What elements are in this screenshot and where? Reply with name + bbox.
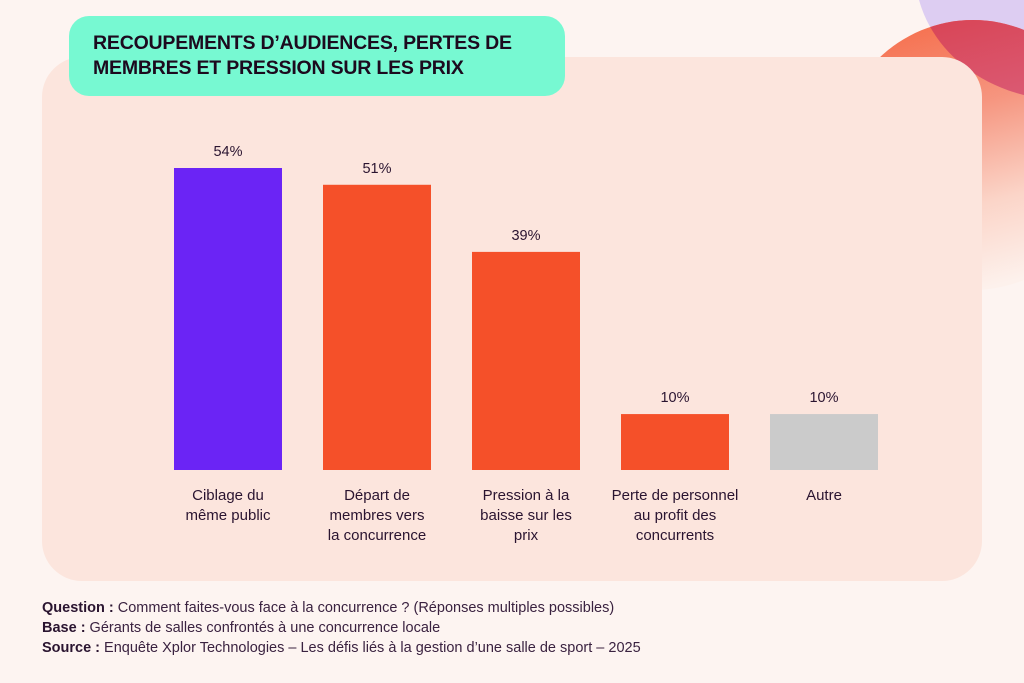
source-label: Source : [42, 640, 101, 656]
title-badge: RECOUPEMENTS D’AUDIENCES, PERTES DE MEMB… [69, 16, 565, 96]
footer-base: Base : Gérants de salles confrontés à un… [42, 618, 641, 638]
category-label-line: baisse sur les [480, 507, 572, 524]
value-label-4: 10% [660, 390, 689, 406]
category-label-line: Départ de [344, 487, 410, 504]
base-label: Base : [42, 620, 86, 636]
category-label-2: Départ de membres vers la concurrence [328, 487, 426, 544]
category-label-line: prix [514, 527, 539, 544]
bar-5 [770, 414, 878, 470]
category-label-line: membres vers [329, 507, 424, 524]
bar-2 [323, 184, 431, 470]
value-label-3: 39% [511, 228, 540, 244]
category-labels-group: Ciblage du même public Départ de membres ve… [185, 487, 841, 544]
base-text: Gérants de salles confrontés à une concu… [85, 620, 441, 636]
chart-title: RECOUPEMENTS D’AUDIENCES, PERTES DE MEMB… [93, 32, 512, 79]
bar-4 [621, 414, 729, 470]
category-label-5: Autre [806, 487, 842, 504]
bar-1 [174, 168, 282, 470]
value-label-1: 54% [213, 144, 242, 160]
category-label-line: Pression à la [483, 487, 570, 504]
source-text: Enquête Xplor Technologies – Les défis l… [100, 640, 641, 656]
category-label-line: Ciblage du [192, 487, 264, 504]
category-label-line: la concurrence [328, 527, 426, 544]
footer-question: Question : Comment faites-vous face à la… [42, 598, 641, 618]
category-label-line: même public [185, 507, 271, 524]
category-label-line: Perte de personnel [612, 487, 739, 504]
value-label-2: 51% [362, 161, 391, 177]
category-label-4: Perte de personnel au profit des concurren… [612, 487, 739, 544]
value-label-5: 10% [809, 390, 838, 406]
value-labels-group: 54% 51% 39% 10% 10% [213, 144, 838, 406]
category-label-3: Pression à la baisse sur les prix [480, 487, 572, 544]
bar-3 [472, 251, 580, 470]
category-label-1: Ciblage du même public [185, 487, 271, 524]
category-label-line: au profit des [634, 507, 717, 524]
category-label-line: Autre [806, 487, 842, 504]
chart-footer: Question : Comment faites-vous face à la… [42, 598, 641, 658]
footer-source: Source : Enquête Xplor Technologies – Le… [42, 638, 641, 658]
category-label-line: concurrents [636, 527, 714, 544]
question-text: Comment faites-vous face à la concurrenc… [113, 600, 615, 616]
question-label: Question : [42, 600, 114, 616]
bars-group [174, 168, 878, 470]
